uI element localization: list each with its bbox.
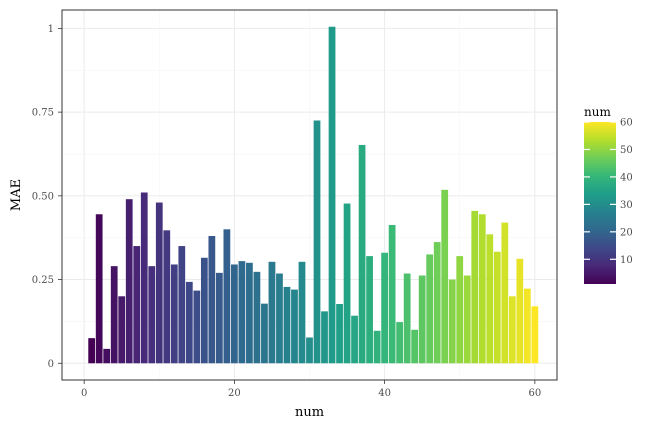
y-tick-label: 0 (48, 359, 54, 370)
bar-num-9 (148, 266, 156, 364)
bar-num-51 (463, 275, 471, 364)
bar-num-52 (471, 210, 479, 364)
bar-num-3 (103, 348, 111, 364)
legend-label: 60 (620, 118, 633, 129)
y-tick-label: 0.75 (32, 108, 54, 119)
bar-num-37 (358, 144, 366, 364)
bar-num-30 (306, 337, 313, 364)
bar-num-34 (336, 303, 343, 364)
bar-num-40 (381, 252, 388, 364)
legend-title: num (584, 105, 611, 119)
bar-num-49 (448, 279, 456, 364)
bar-num-33 (328, 26, 336, 364)
x-tick-label: 40 (378, 388, 391, 399)
bar-num-36 (351, 315, 358, 364)
x-axis: 0 20 40 60 (81, 380, 541, 399)
bar-num-59 (523, 288, 531, 364)
legend-label: 40 (620, 172, 633, 183)
legend-label: 30 (620, 200, 633, 211)
bar-num-8 (140, 192, 148, 364)
bar-num-45 (418, 275, 426, 364)
bar-num-29 (298, 261, 306, 364)
bar-num-35 (343, 203, 351, 364)
bar-num-23 (253, 271, 261, 364)
bar-num-16 (200, 257, 208, 364)
bar-num-60 (531, 306, 539, 364)
bar-num-44 (411, 329, 419, 364)
y-axis-title: MAE (9, 179, 24, 211)
x-axis-title: num (295, 405, 324, 420)
legend-label: 20 (620, 227, 633, 238)
bar-num-15 (193, 290, 201, 364)
bar-num-5 (118, 296, 126, 364)
bar-num-21 (238, 261, 246, 364)
bar-num-12 (170, 264, 178, 364)
bar-num-27 (283, 286, 291, 364)
bar-num-2 (95, 214, 103, 364)
panel-border (61, 9, 558, 381)
bar-num-54 (486, 234, 494, 364)
bar-num-42 (396, 322, 404, 364)
bar-num-46 (426, 254, 434, 364)
bar-num-38 (366, 256, 373, 364)
bar-num-10 (155, 202, 163, 364)
y-axis: 0 0.25 0.50 0.75 1 (32, 24, 62, 370)
bar-num-48 (441, 189, 449, 364)
bar-num-32 (321, 311, 328, 364)
x-tick-label: 60 (528, 388, 541, 399)
bar-num-18 (215, 272, 223, 364)
legend: num 10 20 30 40 50 60 (584, 105, 633, 284)
bar-num-22 (246, 262, 253, 364)
x-tick-label: 0 (81, 388, 87, 399)
bar-num-19 (223, 229, 231, 364)
bar-num-41 (388, 224, 396, 364)
bar-num-31 (313, 120, 321, 364)
bar-num-17 (208, 236, 216, 364)
bar-num-58 (516, 258, 524, 364)
bar-num-55 (493, 251, 501, 364)
bar-num-24 (261, 303, 268, 364)
bar-num-1 (88, 338, 96, 364)
bar-num-25 (268, 261, 276, 364)
bar-num-20 (231, 264, 238, 364)
legend-label: 50 (620, 145, 633, 156)
bar-num-50 (456, 256, 464, 364)
y-tick-label: 1 (48, 24, 54, 35)
y-tick-label: 0.25 (32, 275, 54, 286)
bar-num-11 (163, 230, 171, 364)
bar-num-56 (501, 222, 509, 364)
x-tick-label: 20 (228, 388, 241, 399)
bar-num-6 (125, 199, 133, 364)
bar-num-53 (478, 214, 486, 364)
bar-num-39 (373, 330, 381, 364)
bar-num-13 (178, 246, 186, 364)
bar-num-26 (276, 273, 283, 364)
y-tick-label: 0.50 (32, 191, 54, 202)
bar-num-7 (133, 246, 141, 364)
bar-num-43 (403, 273, 411, 364)
bar-num-57 (508, 296, 516, 364)
bar-num-4 (110, 266, 118, 364)
legend-label: 10 (620, 255, 633, 266)
bars (88, 26, 539, 364)
bar-num-28 (291, 289, 298, 364)
bar-num-47 (433, 242, 441, 364)
bar-num-14 (185, 281, 193, 364)
legend-ticks: 10 20 30 40 50 60 (584, 118, 633, 266)
